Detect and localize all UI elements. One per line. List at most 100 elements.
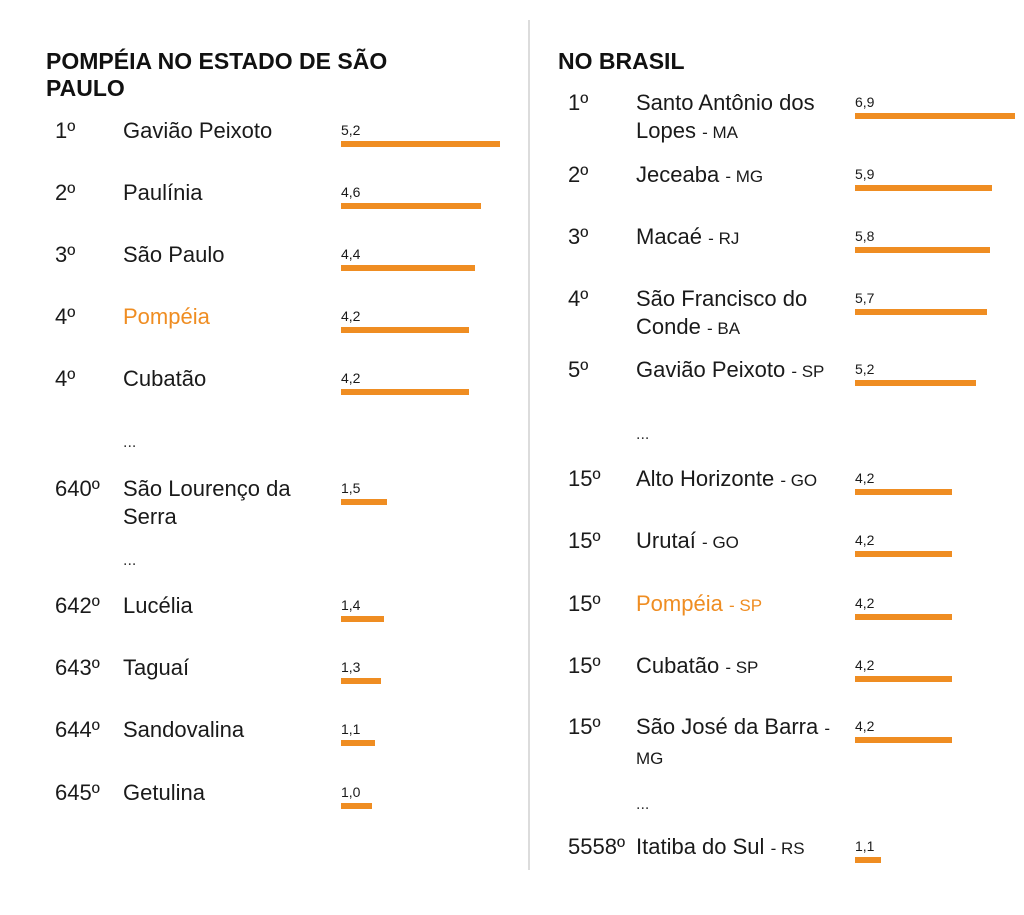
- city-name-text: Paulínia: [123, 180, 203, 205]
- state-code: SP: [735, 658, 759, 677]
- city-name-text: Taguaí: [123, 655, 190, 680]
- rank-label: 5558º: [568, 834, 625, 859]
- state-code: RS: [780, 839, 805, 858]
- value-label: 4,2: [341, 308, 361, 324]
- city-name: Lucélia: [123, 592, 328, 620]
- state-code: SP: [801, 362, 825, 381]
- city-name-text: São Francisco do Conde: [636, 286, 808, 339]
- value-label: 5,2: [341, 122, 361, 138]
- value-bar: [855, 489, 952, 495]
- value-bar: [341, 327, 469, 333]
- rank-label: 4º: [55, 304, 76, 329]
- city-name: Gavião Peixoto - SP: [636, 357, 825, 382]
- sao-paulo-ranking-title: POMPÉIA NO ESTADO DE SÃO PAULO: [46, 48, 388, 101]
- value-bar: [855, 247, 990, 253]
- value-bar: [341, 803, 372, 809]
- value-label: 4,2: [855, 718, 875, 734]
- value-label: 4,2: [855, 532, 875, 548]
- value-bar: [855, 857, 881, 863]
- value-bar: [341, 678, 381, 684]
- rank-label: 644º: [55, 717, 100, 742]
- city-name: Cubatão: [123, 365, 328, 393]
- city-name-text: Itatiba do Sul: [636, 834, 765, 859]
- value-bar: [341, 499, 387, 505]
- state-code: GO: [712, 533, 739, 552]
- city-name-text: Alto Horizonte: [636, 466, 775, 491]
- value-label: 1,3: [341, 659, 361, 675]
- city-name: Urutaí - GO: [636, 528, 739, 553]
- city-name: Pompéia - SP: [636, 591, 763, 616]
- rank-label: 642º: [55, 593, 100, 618]
- state-code: SP: [739, 596, 763, 615]
- city-name: São José da Barra - MG: [636, 714, 831, 768]
- rank-label: 645º: [55, 780, 100, 805]
- city-name-text: Gavião Peixoto: [123, 118, 273, 143]
- city-name-text: São Paulo: [123, 242, 225, 267]
- rank-label: 1º: [568, 90, 589, 115]
- value-label: 5,7: [855, 290, 875, 306]
- value-label: 4,2: [341, 370, 361, 386]
- city-name-text: São José da Barra: [636, 714, 819, 739]
- value-bar: [855, 737, 952, 743]
- city-name: Taguaí: [123, 654, 328, 682]
- rank-label: 640º: [55, 476, 100, 501]
- list-separator: ...: [123, 434, 137, 451]
- value-label: 4,6: [341, 184, 361, 200]
- rank-label: 3º: [568, 224, 589, 249]
- value-label: 4,2: [855, 470, 875, 486]
- state-code: MG: [735, 167, 764, 186]
- city-name: São Francisco do Conde - BA: [636, 286, 808, 339]
- value-label: 1,5: [341, 480, 361, 496]
- city-name-text: Urutaí: [636, 528, 696, 553]
- rank-label: 15º: [568, 653, 601, 678]
- value-label: 1,1: [341, 721, 361, 737]
- rank-label: 5º: [568, 357, 589, 382]
- rank-label: 1º: [55, 118, 76, 143]
- value-label: 6,9: [855, 94, 875, 110]
- value-bar: [341, 616, 384, 622]
- city-name: Gavião Peixoto: [123, 117, 328, 145]
- value-bar: [855, 676, 952, 682]
- state-code: MA: [712, 123, 738, 142]
- value-label: 4,2: [855, 595, 875, 611]
- value-bar: [855, 309, 987, 315]
- value-label: 1,0: [341, 784, 361, 800]
- rank-label: 2º: [55, 180, 76, 205]
- value-bar: [341, 740, 375, 746]
- city-name-text: Cubatão: [123, 366, 207, 391]
- city-name-text: Lucélia: [123, 593, 193, 618]
- city-name-text: São Lourenço da Serra: [123, 476, 291, 529]
- city-name-text: Pompéia: [636, 591, 723, 616]
- city-name: Itatiba do Sul - RS: [636, 834, 805, 859]
- city-name: Alto Horizonte - GO: [636, 466, 818, 491]
- city-name: Cubatão - SP: [636, 653, 759, 678]
- value-bar: [341, 265, 475, 271]
- value-bar: [341, 389, 469, 395]
- rank-label: 3º: [55, 242, 76, 267]
- list-separator: ...: [123, 552, 137, 569]
- value-label: 1,1: [855, 838, 875, 854]
- value-bar: [341, 203, 481, 209]
- city-name: Jeceaba - MG: [636, 162, 764, 187]
- rank-label: 4º: [568, 286, 589, 311]
- city-name: Sandovalina: [123, 716, 328, 744]
- state-code: BA: [717, 319, 741, 338]
- value-label: 5,8: [855, 228, 875, 244]
- state-code: GO: [790, 471, 818, 490]
- city-name-text: Macaé: [636, 224, 703, 249]
- state-code: RJ: [718, 229, 740, 248]
- rank-label: 4º: [55, 366, 76, 391]
- city-name-text: Sandovalina: [123, 717, 245, 742]
- city-name: Macaé - RJ: [636, 224, 740, 249]
- state-code: MG: [636, 749, 664, 768]
- value-bar: [341, 141, 500, 147]
- rank-label: 643º: [55, 655, 100, 680]
- rank-label: 15º: [568, 466, 601, 491]
- city-name: Paulínia: [123, 179, 328, 207]
- value-label: 1,4: [341, 597, 361, 613]
- city-name: São Paulo: [123, 241, 328, 269]
- value-bar: [855, 113, 1015, 119]
- list-separator: ...: [636, 426, 650, 443]
